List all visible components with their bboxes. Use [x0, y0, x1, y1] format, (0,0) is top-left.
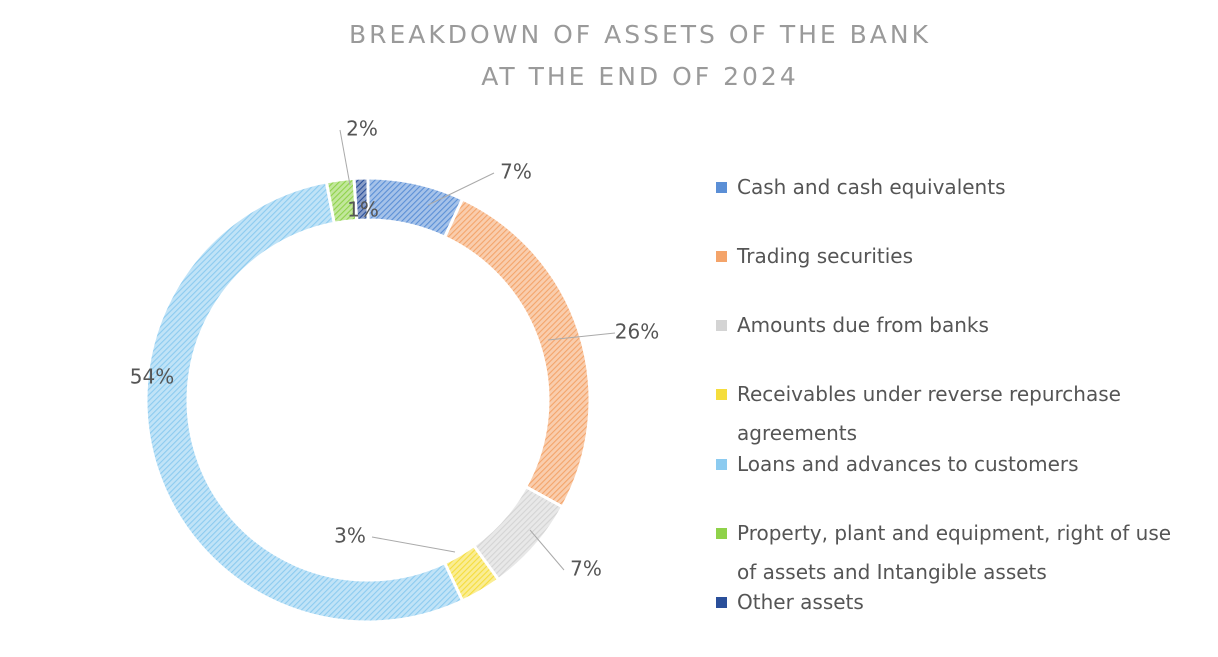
donut-segment: [352, 176, 370, 222]
data-label: 3%: [334, 524, 366, 548]
legend-label: Amounts due from banks: [737, 313, 989, 337]
legend-label: Other assets: [737, 590, 864, 614]
leader-line: [547, 332, 616, 341]
leader-line: [529, 529, 565, 571]
legend-swatch: [716, 251, 727, 262]
chart-title: BREAKDOWN OF ASSETS OF THE BANK: [348, 20, 931, 49]
data-label: 2%: [346, 117, 378, 141]
leader-line: [339, 129, 351, 186]
legend-item: Trading securities: [716, 237, 1196, 276]
legend-swatch: [716, 182, 727, 193]
legend-item: Receivables under reverse repurchase agr…: [716, 375, 1196, 453]
data-label: 26%: [615, 320, 659, 344]
legend-item: Loans and advances to customers: [716, 445, 1196, 484]
legend-label: Property, plant and equipment, right of …: [737, 521, 1172, 584]
legend-swatch: [716, 459, 727, 470]
legend-item: Other assets: [716, 583, 1196, 622]
chart-title: AT THE END OF 2024: [481, 62, 799, 91]
data-label: 7%: [500, 160, 532, 184]
donut-segment: [442, 197, 592, 509]
legend-label: Loans and advances to customers: [737, 452, 1079, 476]
legend-label: Cash and cash equivalents: [737, 175, 1006, 199]
legend-swatch: [716, 389, 727, 400]
legend-label: Trading securities: [737, 244, 914, 268]
legend-swatch: [716, 320, 727, 331]
legend-item: Property, plant and equipment, right of …: [716, 514, 1196, 592]
legend-swatch: [716, 597, 727, 608]
legend-item: Amounts due from banks: [716, 306, 1196, 345]
donut-segment: [144, 180, 465, 624]
legend-swatch: [716, 528, 727, 539]
data-label: 7%: [570, 557, 602, 581]
data-label: 1%: [347, 198, 379, 222]
legend-item: Cash and cash equivalents: [716, 168, 1196, 207]
leader-line: [371, 536, 456, 553]
leader-line: [427, 172, 495, 206]
legend-label: Receivables under reverse repurchase agr…: [737, 382, 1121, 445]
data-label: 54%: [130, 365, 174, 389]
